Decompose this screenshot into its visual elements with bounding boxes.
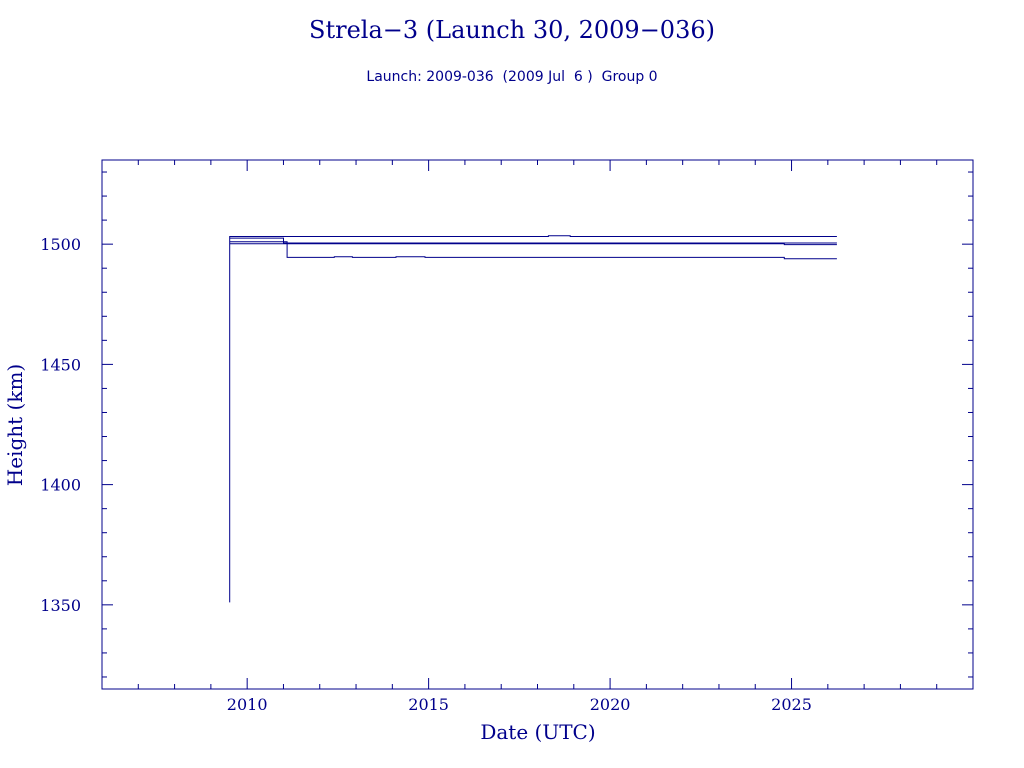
y-axis-label: Height (km) — [3, 364, 27, 486]
chart-title: Strela−3 (Launch 30, 2009−036) — [309, 16, 715, 44]
plot-frame — [101, 159, 974, 690]
series-line-3 — [229, 241, 837, 260]
axis-ticks — [101, 160, 974, 689]
x-tick-label: 2010 — [227, 695, 268, 714]
x-tick-label: 2015 — [408, 695, 449, 714]
series-layer — [229, 235, 837, 603]
series-line-1 — [229, 235, 837, 603]
y-tick-label: 1500 — [40, 235, 81, 254]
axis-tick-labels: 2010 2015 2020 2025 1350 1400 1450 1500 — [40, 235, 812, 714]
x-tick-label: 2025 — [771, 695, 812, 714]
chart-subtitle: Launch: 2009-036 (2009 Jul 6 ) Group 0 — [366, 69, 657, 85]
series-line-2 — [229, 237, 837, 244]
y-tick-label: 1450 — [40, 355, 81, 374]
x-axis-label: Date (UTC) — [480, 720, 595, 744]
y-tick-label: 1350 — [40, 596, 81, 615]
y-tick-label: 1400 — [40, 476, 81, 495]
series-line-4 — [229, 243, 837, 246]
x-tick-label: 2020 — [590, 695, 631, 714]
